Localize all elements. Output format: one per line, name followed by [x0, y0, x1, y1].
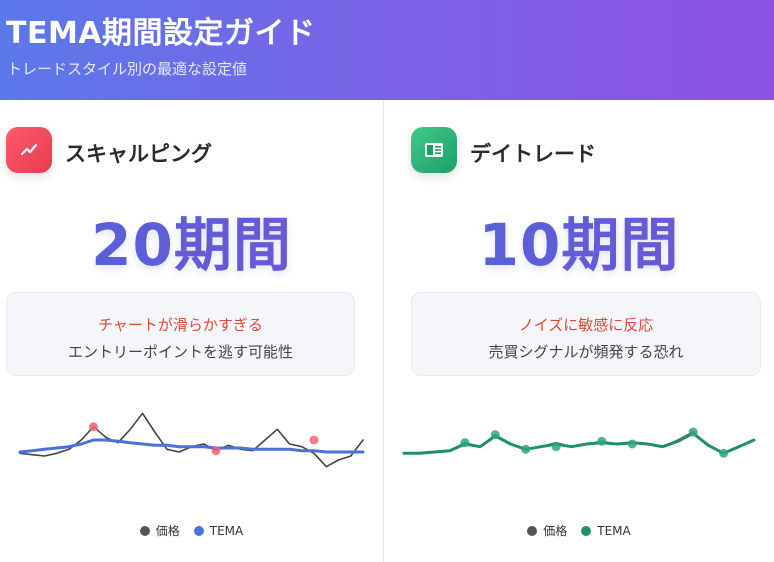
- tema-series-line: [402, 431, 756, 455]
- caution-warning: チャートが滑らかすぎる: [98, 316, 263, 334]
- signal-point: [89, 422, 98, 432]
- legend-item-price: 価格: [139, 522, 180, 539]
- legend-dot-tema: [193, 525, 204, 536]
- daytrade-card: デイトレード 10期間 ノイズに敏感に反応 売買シグナルが頻発する恐れ 価格 T…: [384, 100, 774, 562]
- caution-detail: 売買シグナルが頻発する恐れ: [488, 343, 684, 361]
- signal-point: [211, 446, 221, 456]
- price-series-line: [403, 431, 755, 455]
- signal-point: [627, 439, 637, 449]
- legend-label-tema: TEMA: [597, 523, 631, 538]
- mini-line-chart: [18, 412, 365, 468]
- signal-point: [309, 435, 319, 445]
- trend-line-icon: [6, 127, 52, 173]
- scalping-card: スキャルピング 20期間 チャートが滑らかすぎる エントリーポイントを逃す可能性…: [0, 100, 383, 562]
- period-value: 10期間: [384, 198, 774, 282]
- signal-point: [460, 438, 470, 448]
- legend-dot-tema: [581, 525, 592, 536]
- caution-box: チャートが滑らかすぎる エントリーポイントを逃す可能性: [6, 292, 355, 376]
- legend-item-price: 価格: [527, 522, 567, 539]
- card-title: スキャルピング: [65, 142, 212, 166]
- page-header: TEMA期間設定ガイド トレードスタイル別の最適な設定値: [0, 0, 774, 100]
- page-subtitle: トレードスタイル別の最適な設定値: [7, 60, 248, 78]
- signal-point: [490, 430, 500, 440]
- column-divider: [383, 100, 384, 562]
- card-icon: [411, 127, 457, 173]
- chart-legend: 価格 TEMA: [0, 522, 383, 539]
- mini-line-chart: [402, 427, 756, 458]
- legend-label-price: 価格: [155, 524, 180, 538]
- card-title: デイトレード: [470, 142, 596, 166]
- signal-point: [719, 448, 729, 458]
- legend-dot-price: [527, 525, 538, 536]
- signal-point: [521, 444, 531, 454]
- signal-point: [551, 442, 561, 452]
- period-value: 20期間: [0, 198, 383, 282]
- caution-warning: ノイズに敏感に反応: [518, 316, 654, 334]
- page-title: TEMA期間設定ガイド: [6, 16, 316, 51]
- legend-item-tema: TEMA: [193, 522, 244, 539]
- signal-point: [597, 436, 607, 446]
- legend-label-tema: TEMA: [209, 523, 244, 538]
- caution-detail: エントリーポイントを逃す可能性: [67, 343, 293, 361]
- chart-legend: 価格 TEMA: [384, 522, 774, 539]
- legend-label-price: 価格: [543, 524, 568, 538]
- caution-box: ノイズに敏感に反応 売買シグナルが頻発する恐れ: [411, 292, 761, 376]
- legend-dot-price: [139, 525, 150, 536]
- tema-series-line: [18, 438, 365, 454]
- signal-point: [688, 427, 698, 437]
- legend-item-tema: TEMA: [581, 522, 631, 539]
